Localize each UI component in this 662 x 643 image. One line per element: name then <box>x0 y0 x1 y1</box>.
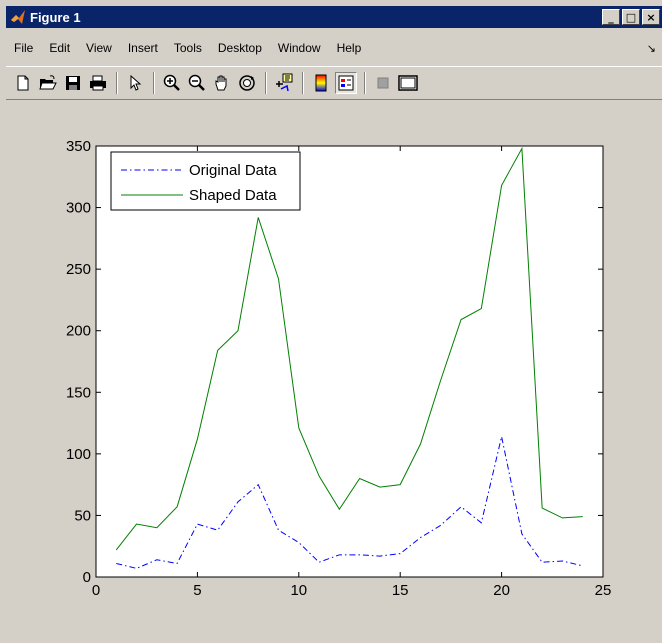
zoom-out-button[interactable] <box>186 72 208 94</box>
x-tick-label: 0 <box>92 582 100 599</box>
y-tick-label: 50 <box>74 507 91 524</box>
new-icon <box>17 75 29 91</box>
toolbar-separator <box>153 72 155 94</box>
axes-background <box>95 145 604 578</box>
y-tick-label: 350 <box>66 138 91 155</box>
legend-box <box>110 151 301 211</box>
x-tick-label: 10 <box>290 582 307 599</box>
toolbar-separator <box>364 72 366 94</box>
figure-canvas: 0 5 10 15 20 25 0 50 100 150 200 250 300 350 Original… <box>6 100 662 638</box>
matlab-logo-icon <box>11 10 25 24</box>
menu-edit[interactable]: Edit <box>49 41 71 55</box>
open-icon <box>39 75 57 90</box>
hide-plot-tools-button[interactable] <box>372 72 394 94</box>
menu-window[interactable]: Window <box>277 41 321 55</box>
rotate-3d-button[interactable] <box>236 72 258 94</box>
shaped-data-series[interactable] <box>115 146 583 551</box>
menu-bar: File Edit View Insert Tools Desktop Wind… <box>6 30 662 66</box>
y-tick-label: 100 <box>66 446 91 463</box>
maximize-button[interactable]: □ <box>622 9 640 25</box>
edit-plot-button[interactable] <box>124 72 146 94</box>
legend-label: Original Data <box>189 162 277 179</box>
menu-view[interactable]: View <box>86 41 112 55</box>
show-plottools-icon <box>398 75 418 91</box>
x-tick-label: 20 <box>493 582 510 599</box>
pointer-icon <box>130 75 142 91</box>
maximize-icon: □ <box>625 10 637 24</box>
y-tick-label: 300 <box>66 200 91 217</box>
menu-file[interactable]: File <box>14 41 34 55</box>
y-tick-label: 0 <box>83 569 91 586</box>
insert-legend-button[interactable] <box>335 72 357 94</box>
plot-lines <box>115 146 583 569</box>
menu-desktop[interactable]: Desktop <box>217 41 262 55</box>
open-file-button[interactable] <box>37 72 59 94</box>
show-plot-tools-button[interactable] <box>397 72 419 94</box>
toolbar-separator <box>265 72 267 94</box>
legend-icon <box>338 75 354 91</box>
close-icon: × <box>646 10 656 24</box>
legend-label: Shaped Data <box>189 187 277 204</box>
figure-toolbar <box>6 66 662 100</box>
colorbar-icon <box>315 74 327 92</box>
insert-colorbar-button[interactable] <box>310 72 332 94</box>
datacursor-icon <box>276 73 293 92</box>
minimize-button[interactable]: _ <box>602 9 620 25</box>
print-icon <box>90 75 106 91</box>
menu-insert[interactable]: Insert <box>127 41 158 55</box>
menu-tools[interactable]: Tools <box>173 41 202 55</box>
title-bar[interactable]: Figure 1 _ □ × <box>6 6 662 28</box>
pan-button[interactable] <box>211 72 233 94</box>
zoom-out-icon <box>188 74 205 91</box>
x-tick-label: 15 <box>392 582 409 599</box>
pan-icon <box>215 75 227 91</box>
save-icon <box>66 76 80 90</box>
close-button[interactable]: × <box>642 9 660 25</box>
y-tick-label: 250 <box>66 261 91 278</box>
menu-help[interactable]: Help <box>336 41 362 55</box>
save-figure-button[interactable] <box>62 72 84 94</box>
y-tick-label: 150 <box>66 384 91 401</box>
window-title: Figure 1 <box>30 9 81 25</box>
print-figure-button[interactable] <box>87 72 109 94</box>
data-cursor-button[interactable] <box>273 72 295 94</box>
rotate-icon <box>239 75 255 91</box>
zoom-in-button[interactable] <box>161 72 183 94</box>
minimize-icon: _ <box>608 10 614 24</box>
original-data-series[interactable] <box>116 436 583 569</box>
x-tick-label: 5 <box>193 582 201 599</box>
legend[interactable]: Original Data Shaped Data <box>110 151 301 211</box>
toolbar-separator <box>302 72 304 94</box>
menu-dock-arrow-icon[interactable]: ↘ <box>646 42 656 55</box>
y-tick-label: 200 <box>66 323 91 340</box>
new-figure-button[interactable] <box>12 72 34 94</box>
x-tick-label: 25 <box>595 582 612 599</box>
zoom-in-icon <box>163 74 180 91</box>
hide-plottools-icon <box>377 77 389 89</box>
toolbar-separator <box>116 72 118 94</box>
